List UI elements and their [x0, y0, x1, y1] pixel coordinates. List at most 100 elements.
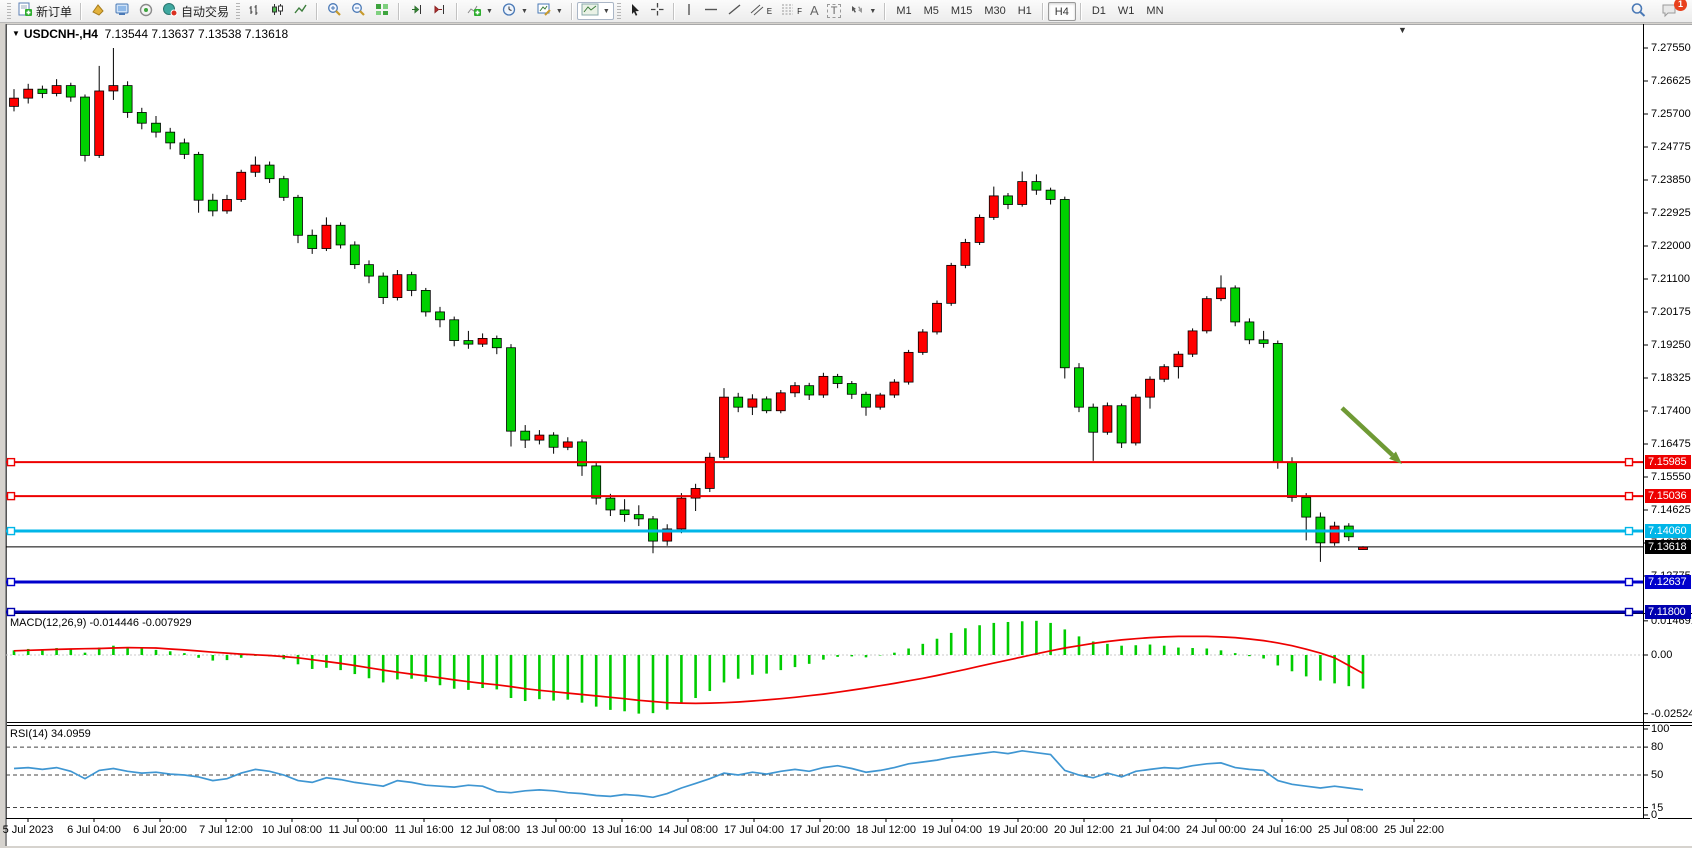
candlestick-chart-button[interactable] — [266, 1, 289, 21]
date-tick: 19 Jul 20:00 — [988, 824, 1048, 836]
text-label-icon: T — [826, 4, 842, 18]
text-button[interactable]: A — [806, 1, 823, 21]
date-tick: 17 Jul 20:00 — [790, 824, 850, 836]
signals-button[interactable] — [134, 1, 158, 21]
templates-button[interactable]: ▼ — [532, 1, 567, 21]
date-tick: 20 Jul 12:00 — [1054, 824, 1114, 836]
indicators-button[interactable]: ▼ — [462, 1, 497, 21]
date-tick: 6 Jul 04:00 — [67, 824, 121, 836]
date-tick: 21 Jul 04:00 — [1120, 824, 1180, 836]
timeframe-button-w1[interactable]: W1 — [1117, 4, 1135, 17]
price-tick: 7.21100 — [1650, 273, 1691, 285]
macd-tick: -0.02524 — [1650, 707, 1692, 720]
separator — [1079, 2, 1082, 20]
timeframe-button-m1[interactable]: M1 — [896, 4, 912, 17]
market-watch-icon — [90, 2, 106, 20]
search-icon — [1630, 2, 1647, 21]
date-tick: 12 Jul 08:00 — [460, 824, 520, 836]
price-level-label: 7.12637 — [1645, 575, 1691, 590]
separator — [456, 2, 459, 20]
candlestick-chart-icon — [270, 2, 285, 20]
date-tick: 7 Jul 12:00 — [199, 824, 253, 836]
chevron-down-icon: ▼ — [869, 7, 877, 15]
autotrading-label: 自动交易 — [181, 4, 230, 19]
separator — [316, 2, 319, 20]
data-window-icon — [114, 2, 130, 20]
zoom-out-button[interactable] — [346, 1, 370, 21]
separator — [1041, 2, 1044, 20]
toolbar-grip[interactable] — [236, 3, 241, 19]
bars-chart-icon — [247, 2, 262, 20]
chart-shift-icon — [432, 2, 448, 20]
new-order-button[interactable]: 新订单 — [14, 1, 76, 21]
rsi-tick: 0 — [1650, 809, 1659, 821]
data-window-button[interactable] — [110, 1, 134, 21]
price-tick: 7.16475 — [1650, 438, 1692, 450]
symbol-dropdown-icon[interactable]: ▼ — [12, 29, 20, 38]
toolbar-grip[interactable] — [616, 3, 621, 19]
chart-profile-combo[interactable]: ▼ — [576, 2, 614, 20]
notifications-button[interactable]: 1 — [1657, 0, 1687, 21]
date-tick: 25 Jul 08:00 — [1318, 824, 1378, 836]
line-chart-button[interactable] — [289, 1, 312, 21]
arrows-button[interactable]: ▼ — [845, 1, 880, 21]
fibonacci-button[interactable]: F — [776, 1, 806, 21]
equidistant-channel-icon — [750, 2, 766, 20]
horizontal-line-icon — [703, 2, 719, 20]
horizontal-line-button[interactable] — [699, 1, 723, 21]
trendline-icon — [727, 2, 742, 20]
crosshair-button[interactable] — [646, 1, 669, 21]
price-level-label: 7.15985 — [1645, 455, 1691, 470]
timeframe-button-h1[interactable]: H1 — [1017, 4, 1032, 17]
timeframe-button-h4[interactable]: H4 — [1047, 1, 1076, 21]
chart-shift-button[interactable] — [428, 1, 452, 21]
tile-windows-button[interactable] — [370, 1, 394, 21]
timeframe-button-m5[interactable]: M5 — [923, 4, 939, 17]
equidistant-channel-button[interactable]: E — [746, 1, 776, 21]
price-tick: 7.18325 — [1650, 372, 1692, 384]
timeframe-button-d1[interactable]: D1 — [1091, 4, 1106, 17]
vertical-line-icon — [683, 2, 695, 20]
main-toolbar: 新订单 自动交易 ▼ ▼ — [0, 0, 1692, 23]
rsi-tick: 80 — [1650, 741, 1665, 754]
chevron-down-icon: ▼ — [486, 7, 493, 15]
rsi-indicator-label: RSI(14) 34.0959 — [10, 728, 91, 740]
auto-scroll-button[interactable] — [404, 1, 428, 21]
periods-button[interactable]: ▼ — [497, 1, 532, 21]
autotrading-button[interactable]: 自动交易 — [158, 1, 233, 21]
date-tick: 11 Jul 00:00 — [328, 824, 388, 836]
periods-clock-icon — [501, 2, 517, 20]
vertical-line-button[interactable] — [679, 1, 699, 21]
timeframe-button-m30[interactable]: M30 — [984, 4, 1006, 17]
chevron-down-icon: ▼ — [520, 7, 528, 15]
text-label-button[interactable]: T — [823, 1, 846, 21]
new-order-icon — [18, 2, 33, 20]
chart-window[interactable] — [5, 24, 1692, 846]
price-tick: 7.26625 — [1650, 75, 1692, 87]
timeframe-button-m15[interactable]: M15 — [950, 4, 973, 17]
price-tick: 7.19250 — [1650, 339, 1692, 351]
date-tick: 11 Jul 16:00 — [394, 824, 454, 836]
separator — [398, 2, 401, 20]
price-tick: 7.23850 — [1650, 174, 1692, 186]
date-tick: 13 Jul 16:00 — [592, 824, 652, 836]
zoom-out-icon — [350, 2, 366, 20]
date-tick: 5 Jul 2023 — [2, 824, 54, 836]
search-button[interactable] — [1626, 1, 1651, 21]
signals-icon — [138, 2, 154, 20]
trendline-button[interactable] — [723, 1, 746, 21]
separator — [570, 2, 573, 20]
price-tick: 7.20175 — [1650, 306, 1692, 318]
toolbar-grip[interactable] — [7, 3, 11, 19]
timeframe-button-mn[interactable]: MN — [1146, 4, 1164, 17]
date-tick: 14 Jul 08:00 — [658, 824, 718, 836]
separator — [884, 2, 887, 20]
market-watch-button[interactable] — [86, 1, 110, 21]
cursor-button[interactable] — [624, 1, 646, 21]
zoom-in-button[interactable] — [322, 1, 346, 21]
bars-chart-button[interactable] — [243, 1, 266, 21]
date-tick: 17 Jul 04:00 — [724, 824, 784, 836]
price-tick: 7.22000 — [1650, 240, 1692, 252]
date-tick: 10 Jul 08:00 — [262, 824, 322, 836]
chart-shift-marker-icon[interactable]: ▼ — [1398, 25, 1407, 35]
